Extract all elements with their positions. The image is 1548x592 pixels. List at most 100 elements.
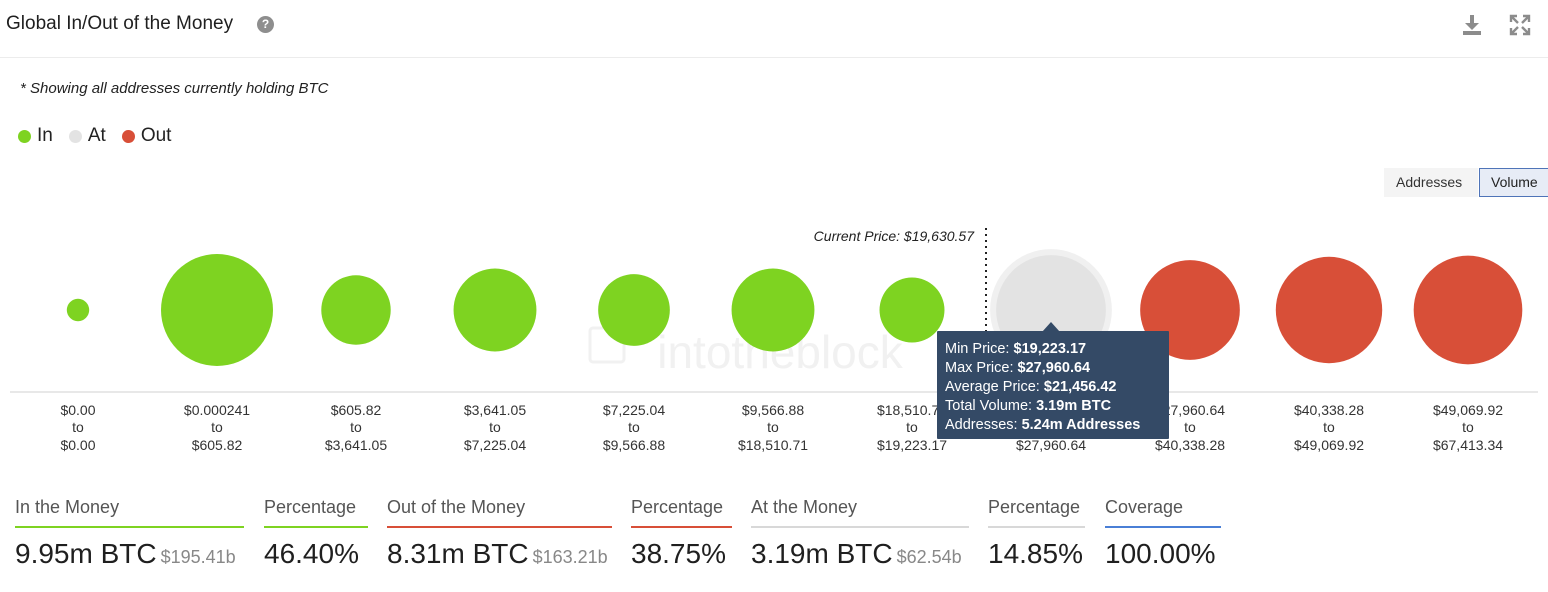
stat-label: Out of the Money: [387, 495, 612, 528]
bubble-in: [598, 274, 670, 346]
stat-out-of-the-money: Out of the Money 8.31m BTC $163.21b: [387, 495, 612, 570]
range-connector: to: [350, 419, 362, 435]
tooltip-value: $21,456.42: [1043, 379, 1117, 395]
download-icon[interactable]: [1460, 13, 1484, 37]
legend-out-label: Out: [140, 125, 172, 146]
legend-out-dot: [121, 129, 135, 143]
stat-usd-value: $163.21b: [532, 547, 608, 567]
range-from: $9,566.88: [742, 402, 804, 418]
range-label: $9,566.88 to $18,510.71: [738, 402, 808, 453]
stat-in-percentage: Percentage 46.40%: [264, 495, 368, 570]
stat-value: 9.95m BTC $195.41b: [15, 538, 244, 570]
legend-item-out[interactable]: Out: [121, 125, 172, 147]
range-label: $27,960.64 to $40,338.28: [1155, 402, 1225, 453]
legend-item-at[interactable]: At: [68, 125, 106, 147]
stat-at-percentage: Percentage 14.85%: [988, 495, 1085, 570]
stat-main-value: 38.75%: [631, 538, 726, 569]
tooltip-row-addresses: Addresses: 5.24m Addresses: [945, 417, 1169, 436]
range-from: $3,641.05: [464, 402, 526, 418]
tooltip-label: Min Price:: [945, 341, 1010, 357]
tooltip-value: $27,960.64: [1017, 360, 1091, 376]
tooltip-row-max-price: Max Price: $27,960.64: [945, 360, 1169, 379]
stat-coverage: Coverage 100.00%: [1105, 495, 1221, 570]
range-to: $0.00: [60, 437, 95, 453]
tooltip-row-average-price: Average Price: $21,456.42: [945, 379, 1169, 398]
tooltip-arrow: [1042, 322, 1060, 332]
range-label: $49,069.92 to $67,413.34: [1433, 402, 1503, 453]
tooltip-label: Total Volume:: [945, 398, 1033, 414]
range-to: $27,960.64: [1016, 437, 1086, 453]
range-label: $40,338.28 to $49,069.92: [1294, 402, 1364, 453]
range-to: $9,566.88: [603, 437, 665, 453]
fullscreen-icon[interactable]: [1508, 13, 1532, 37]
stat-label: Percentage: [988, 495, 1085, 528]
range-connector: to: [767, 419, 779, 435]
range-label: $0.000241 to $605.82: [184, 402, 250, 453]
range-from: $40,338.28: [1294, 402, 1364, 418]
help-icon[interactable]: ?: [257, 16, 274, 33]
range-connector: to: [906, 419, 918, 435]
stat-usd-value: $195.41b: [160, 547, 236, 567]
stat-label: Percentage: [264, 495, 368, 528]
tooltip-value: 3.19m BTC: [1036, 398, 1112, 414]
range-to: $19,223.17: [877, 437, 947, 453]
range-from: $27,960.64: [1155, 402, 1225, 418]
current-price-label: Current Price: $19,630.57: [814, 228, 976, 244]
stat-main-value: 46.40%: [264, 538, 359, 569]
range-to: $18,510.71: [738, 437, 808, 453]
stat-main-value: 14.85%: [988, 538, 1083, 569]
legend-at-dot: [68, 129, 82, 143]
volume-toggle-button[interactable]: Volume: [1479, 168, 1548, 197]
tooltip-row-total-volume: Total Volume: 3.19m BTC: [945, 398, 1169, 417]
stat-label: Percentage: [631, 495, 732, 528]
range-from: $18,510.71: [877, 402, 947, 418]
range-from: $605.82: [331, 402, 382, 418]
page-title: Global In/Out of the Money: [6, 13, 234, 34]
range-connector: to: [211, 419, 223, 435]
range-from: $0.00: [60, 402, 95, 418]
range-label: $0.00 to $0.00: [60, 402, 95, 453]
bubble-chart: intotheblock$0.00 to $0.00$0.000241 to $605.…: [10, 228, 1538, 453]
range-from: $49,069.92: [1433, 402, 1503, 418]
range-connector: to: [1462, 419, 1474, 435]
widget-header: Global In/Out of the Money ?: [0, 0, 1548, 58]
range-to: $67,413.34: [1433, 437, 1503, 453]
stat-main-value: 9.95m BTC: [15, 538, 157, 569]
range-to: $7,225.04: [464, 437, 526, 453]
addresses-toggle-button[interactable]: Addresses: [1384, 168, 1478, 197]
tooltip-label: Max Price:: [945, 360, 1014, 376]
stat-value: 3.19m BTC $62.54b: [751, 538, 969, 570]
range-to: $3,641.05: [325, 437, 387, 453]
stat-label: Coverage: [1105, 495, 1221, 528]
tooltip-label: Addresses:: [945, 417, 1018, 433]
stat-main-value: 3.19m BTC: [751, 538, 893, 569]
range-connector: to: [72, 419, 84, 435]
legend-in-dot: [18, 129, 31, 143]
range-label: $7,225.04 to $9,566.88: [603, 402, 665, 453]
range-label: $18,510.71 to $19,223.17: [877, 402, 947, 453]
legend-in-label: In: [37, 125, 53, 146]
stat-usd-value: $62.54b: [896, 547, 962, 567]
legend-at-label: At: [87, 125, 106, 146]
chart-legend: In At Out: [18, 125, 187, 147]
bucket-tooltip: Min Price: $19,223.17 Max Price: $27,960…: [937, 331, 1169, 439]
range-connector: to: [628, 419, 640, 435]
tooltip-value: $19,223.17: [1013, 341, 1087, 357]
holding-note: * Showing all addresses currently holdin…: [20, 80, 329, 97]
summary-stats: In the Money 9.95m BTC $195.41b Percentag…: [0, 495, 1548, 585]
range-from: $7,225.04: [603, 402, 665, 418]
tooltip-value: 5.24m Addresses: [1021, 417, 1141, 433]
legend-item-in[interactable]: In: [18, 125, 53, 147]
range-connector: to: [489, 419, 501, 435]
stat-out-percentage: Percentage 38.75%: [631, 495, 732, 570]
bubble-in: [731, 268, 815, 352]
bubble-in: [879, 277, 945, 343]
stat-at-the-money: At the Money 3.19m BTC $62.54b: [751, 495, 969, 570]
stat-main-value: 8.31m BTC: [387, 538, 529, 569]
stat-in-the-money: In the Money 9.95m BTC $195.41b: [15, 495, 244, 570]
range-to: $49,069.92: [1294, 437, 1364, 453]
range-to: $40,338.28: [1155, 437, 1225, 453]
range-from: $0.000241: [184, 402, 250, 418]
tooltip-row-min-price: Min Price: $19,223.17: [945, 341, 1169, 360]
range-label: $3,641.05 to $7,225.04: [464, 402, 526, 453]
